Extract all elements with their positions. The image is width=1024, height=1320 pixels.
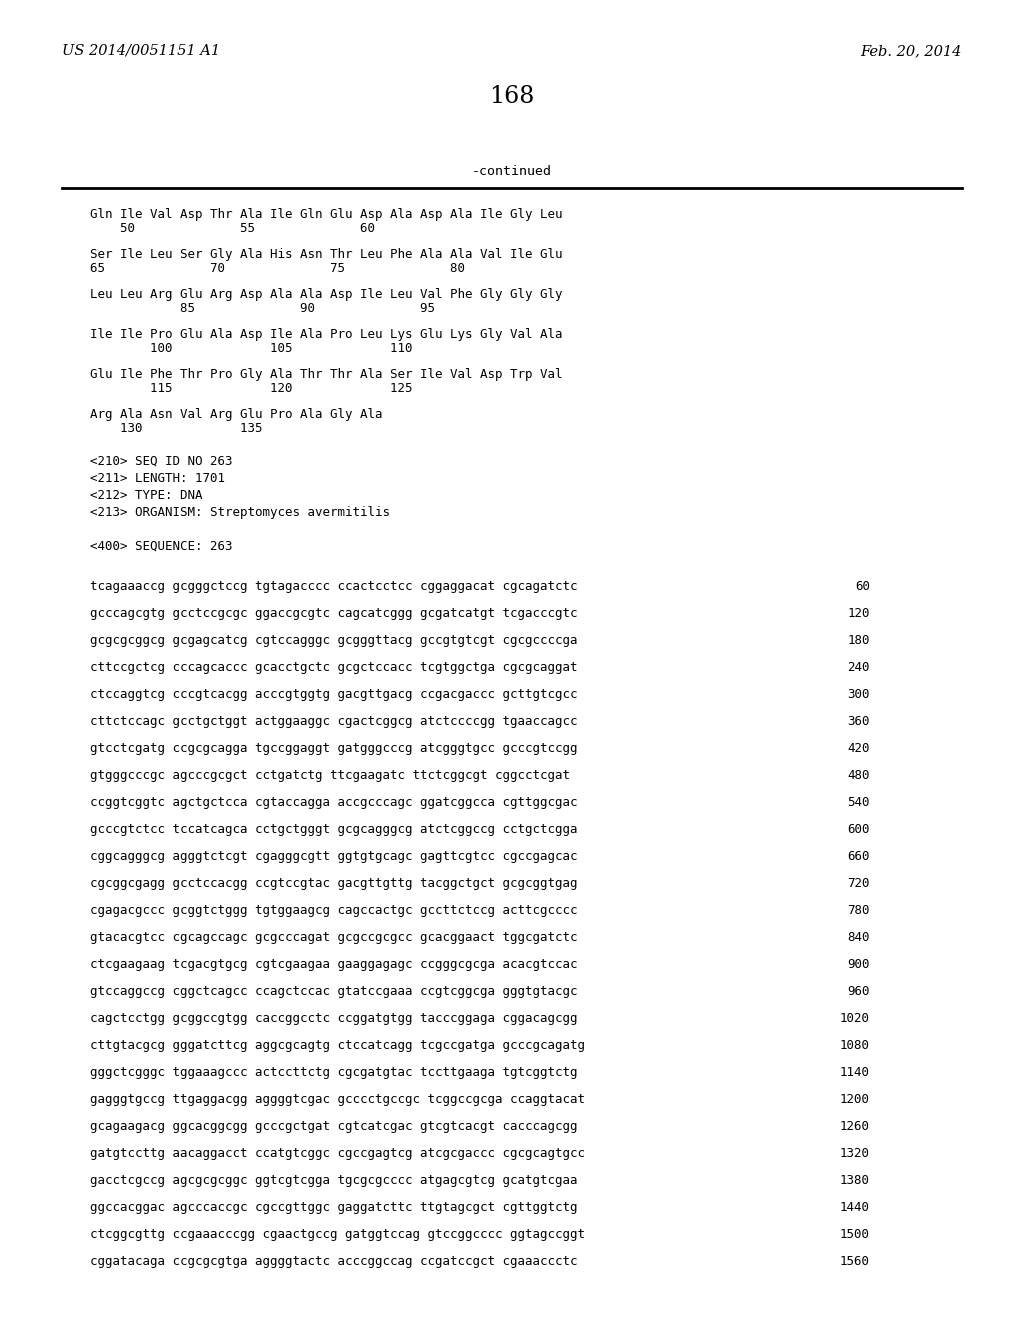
Text: Arg Ala Asn Val Arg Glu Pro Ala Gly Ala: Arg Ala Asn Val Arg Glu Pro Ala Gly Ala [90, 408, 383, 421]
Text: 65              70              75              80: 65 70 75 80 [90, 261, 465, 275]
Text: cttccgctcg cccagcaccc gcacctgctc gcgctccacc tcgtggctga cgcgcaggat: cttccgctcg cccagcaccc gcacctgctc gcgctcc… [90, 661, 578, 675]
Text: 540: 540 [848, 796, 870, 809]
Text: 1020: 1020 [840, 1012, 870, 1026]
Text: gcccagcgtg gcctccgcgc ggaccgcgtc cagcatcggg gcgatcatgt tcgacccgtc: gcccagcgtg gcctccgcgc ggaccgcgtc cagcatc… [90, 607, 578, 620]
Text: 240: 240 [848, 661, 870, 675]
Text: ctcgaagaag tcgacgtgcg cgtcgaagaa gaaggagagc ccgggcgcga acacgtccac: ctcgaagaag tcgacgtgcg cgtcgaagaa gaaggag… [90, 958, 578, 972]
Text: ctccaggtcg cccgtcacgg acccgtggtg gacgttgacg ccgacgaccc gcttgtcgcc: ctccaggtcg cccgtcacgg acccgtggtg gacgttg… [90, 688, 578, 701]
Text: 1260: 1260 [840, 1119, 870, 1133]
Text: 130             135: 130 135 [90, 422, 262, 436]
Text: 480: 480 [848, 770, 870, 781]
Text: Gln Ile Val Asp Thr Ala Ile Gln Glu Asp Ala Asp Ala Ile Gly Leu: Gln Ile Val Asp Thr Ala Ile Gln Glu Asp … [90, 209, 562, 220]
Text: Ile Ile Pro Glu Ala Asp Ile Ala Pro Leu Lys Glu Lys Gly Val Ala: Ile Ile Pro Glu Ala Asp Ile Ala Pro Leu … [90, 327, 562, 341]
Text: ctcggcgttg ccgaaacccgg cgaactgccg gatggtccag gtccggcccc ggtagccggt: ctcggcgttg ccgaaacccgg cgaactgccg gatggt… [90, 1228, 585, 1241]
Text: cgcggcgagg gcctccacgg ccgtccgtac gacgttgttg tacggctgct gcgcggtgag: cgcggcgagg gcctccacgg ccgtccgtac gacgttg… [90, 876, 578, 890]
Text: cgagacgccc gcggtctggg tgtggaagcg cagccactgc gccttctccg acttcgcccc: cgagacgccc gcggtctggg tgtggaagcg cagccac… [90, 904, 578, 917]
Text: 60: 60 [855, 579, 870, 593]
Text: gtcctcgatg ccgcgcagga tgccggaggt gatgggcccg atcgggtgcc gcccgtccgg: gtcctcgatg ccgcgcagga tgccggaggt gatgggc… [90, 742, 578, 755]
Text: cagctcctgg gcggccgtgg caccggcctc ccggatgtgg tacccggaga cggacagcgg: cagctcctgg gcggccgtgg caccggcctc ccggatg… [90, 1012, 578, 1026]
Text: Feb. 20, 2014: Feb. 20, 2014 [860, 44, 962, 58]
Text: gcagaagacg ggcacggcgg gcccgctgat cgtcatcgac gtcgtcacgt cacccagcgg: gcagaagacg ggcacggcgg gcccgctgat cgtcatc… [90, 1119, 578, 1133]
Text: gatgtccttg aacaggacct ccatgtcggc cgccgagtcg atcgcgaccc cgcgcagtgcc: gatgtccttg aacaggacct ccatgtcggc cgccgag… [90, 1147, 585, 1160]
Text: gcccgtctcc tccatcagca cctgctgggt gcgcagggcg atctcggccg cctgctcgga: gcccgtctcc tccatcagca cctgctgggt gcgcagg… [90, 822, 578, 836]
Text: 120: 120 [848, 607, 870, 620]
Text: 50              55              60: 50 55 60 [90, 222, 375, 235]
Text: 100             105             110: 100 105 110 [90, 342, 413, 355]
Text: 1440: 1440 [840, 1201, 870, 1214]
Text: ccggtcggtc agctgctcca cgtaccagga accgcccagc ggatcggcca cgttggcgac: ccggtcggtc agctgctcca cgtaccagga accgccc… [90, 796, 578, 809]
Text: Ser Ile Leu Ser Gly Ala His Asn Thr Leu Phe Ala Ala Val Ile Glu: Ser Ile Leu Ser Gly Ala His Asn Thr Leu … [90, 248, 562, 261]
Text: cttgtacgcg gggatcttcg aggcgcagtg ctccatcagg tcgccgatga gcccgcagatg: cttgtacgcg gggatcttcg aggcgcagtg ctccatc… [90, 1039, 585, 1052]
Text: 1560: 1560 [840, 1255, 870, 1269]
Text: gcgcgcggcg gcgagcatcg cgtccagggc gcgggttacg gccgtgtcgt cgcgccccga: gcgcgcggcg gcgagcatcg cgtccagggc gcgggtt… [90, 634, 578, 647]
Text: gtacacgtcc cgcagccagc gcgcccagat gcgccgcgcc gcacggaact tggcgatctc: gtacacgtcc cgcagccagc gcgcccagat gcgccgc… [90, 931, 578, 944]
Text: 1500: 1500 [840, 1228, 870, 1241]
Text: gtccaggccg cggctcagcc ccagctccac gtatccgaaa ccgtcggcga gggtgtacgc: gtccaggccg cggctcagcc ccagctccac gtatccg… [90, 985, 578, 998]
Text: Glu Ile Phe Thr Pro Gly Ala Thr Thr Ala Ser Ile Val Asp Trp Val: Glu Ile Phe Thr Pro Gly Ala Thr Thr Ala … [90, 368, 562, 381]
Text: 720: 720 [848, 876, 870, 890]
Text: 900: 900 [848, 958, 870, 972]
Text: ggccacggac agcccaccgc cgccgttggc gaggatcttc ttgtagcgct cgttggtctg: ggccacggac agcccaccgc cgccgttggc gaggatc… [90, 1201, 578, 1214]
Text: gacctcgccg agcgcgcggc ggtcgtcgga tgcgcgcccc atgagcgtcg gcatgtcgaa: gacctcgccg agcgcgcggc ggtcgtcgga tgcgcgc… [90, 1173, 578, 1187]
Text: 1140: 1140 [840, 1067, 870, 1078]
Text: 1080: 1080 [840, 1039, 870, 1052]
Text: cggatacaga ccgcgcgtga aggggtactc acccggccag ccgatccgct cgaaaccctc: cggatacaga ccgcgcgtga aggggtactc acccggc… [90, 1255, 578, 1269]
Text: 300: 300 [848, 688, 870, 701]
Text: 168: 168 [489, 84, 535, 108]
Text: US 2014/0051151 A1: US 2014/0051151 A1 [62, 44, 220, 58]
Text: gagggtgccg ttgaggacgg aggggtcgac gcccctgccgc tcggccgcga ccaggtacat: gagggtgccg ttgaggacgg aggggtcgac gcccctg… [90, 1093, 585, 1106]
Text: gtgggcccgc agcccgcgct cctgatctg ttcgaagatc ttctcggcgt cggcctcgat: gtgggcccgc agcccgcgct cctgatctg ttcgaaga… [90, 770, 570, 781]
Text: 85              90              95: 85 90 95 [90, 302, 435, 315]
Text: -continued: -continued [472, 165, 552, 178]
Text: 840: 840 [848, 931, 870, 944]
Text: Leu Leu Arg Glu Arg Asp Ala Ala Asp Ile Leu Val Phe Gly Gly Gly: Leu Leu Arg Glu Arg Asp Ala Ala Asp Ile … [90, 288, 562, 301]
Text: 115             120             125: 115 120 125 [90, 381, 413, 395]
Text: 600: 600 [848, 822, 870, 836]
Text: 780: 780 [848, 904, 870, 917]
Text: cggcagggcg agggtctcgt cgagggcgtt ggtgtgcagc gagttcgtcc cgccgagcac: cggcagggcg agggtctcgt cgagggcgtt ggtgtgc… [90, 850, 578, 863]
Text: 420: 420 [848, 742, 870, 755]
Text: <400> SEQUENCE: 263: <400> SEQUENCE: 263 [90, 540, 232, 553]
Text: 360: 360 [848, 715, 870, 729]
Text: 1320: 1320 [840, 1147, 870, 1160]
Text: 660: 660 [848, 850, 870, 863]
Text: cttctccagc gcctgctggt actggaaggc cgactcggcg atctccccgg tgaaccagcc: cttctccagc gcctgctggt actggaaggc cgactcg… [90, 715, 578, 729]
Text: 180: 180 [848, 634, 870, 647]
Text: <210> SEQ ID NO 263: <210> SEQ ID NO 263 [90, 455, 232, 469]
Text: <213> ORGANISM: Streptomyces avermitilis: <213> ORGANISM: Streptomyces avermitilis [90, 506, 390, 519]
Text: 960: 960 [848, 985, 870, 998]
Text: 1380: 1380 [840, 1173, 870, 1187]
Text: <212> TYPE: DNA: <212> TYPE: DNA [90, 488, 203, 502]
Text: <211> LENGTH: 1701: <211> LENGTH: 1701 [90, 473, 225, 484]
Text: 1200: 1200 [840, 1093, 870, 1106]
Text: tcagaaaccg gcgggctccg tgtagacccc ccactcctcc cggaggacat cgcagatctc: tcagaaaccg gcgggctccg tgtagacccc ccactcc… [90, 579, 578, 593]
Text: gggctcgggc tggaaagccc actccttctg cgcgatgtac tccttgaaga tgtcggtctg: gggctcgggc tggaaagccc actccttctg cgcgatg… [90, 1067, 578, 1078]
